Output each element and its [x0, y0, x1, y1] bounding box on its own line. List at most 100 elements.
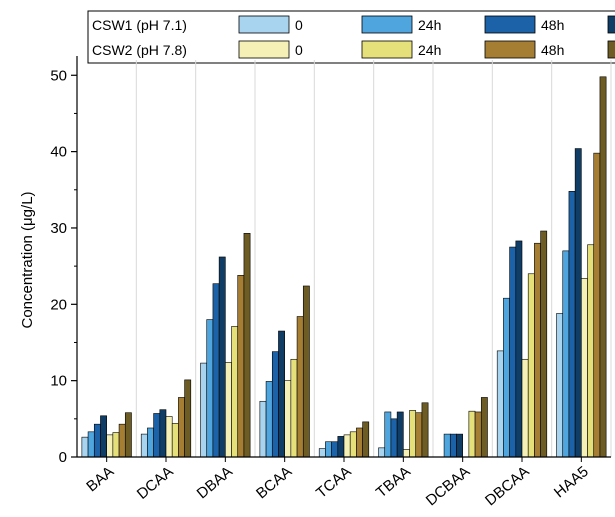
y-tick-label: 40 — [50, 144, 67, 161]
bar — [496, 350, 504, 458]
bar — [171, 423, 179, 458]
bar — [302, 285, 310, 458]
legend-swatch — [361, 40, 413, 59]
bar — [153, 413, 161, 458]
bar — [343, 434, 351, 458]
bar — [81, 436, 89, 458]
bar — [474, 411, 482, 458]
bar — [93, 423, 101, 458]
bar — [443, 433, 451, 458]
bar — [356, 427, 363, 458]
bar — [87, 431, 95, 458]
bar — [421, 402, 429, 458]
x-tick-label: TCAA — [313, 463, 355, 502]
legend-group-label: CSW2 (pH 7.8) — [92, 42, 187, 58]
legend-swatch — [484, 15, 536, 34]
bar — [534, 242, 541, 458]
bar — [480, 397, 488, 458]
legend-swatch — [484, 40, 536, 59]
bar — [106, 434, 114, 458]
y-tick-label: 50 — [50, 67, 67, 84]
bar — [503, 297, 510, 458]
bar — [184, 379, 192, 458]
x-tick-label: DBCAA — [482, 463, 533, 509]
y-tick-label: 10 — [50, 373, 67, 390]
bar — [449, 433, 457, 458]
bar — [587, 244, 595, 458]
bar — [206, 319, 214, 458]
legend-entry-label: 0 — [295, 42, 303, 58]
bar — [574, 148, 582, 458]
bar — [599, 76, 607, 458]
bar — [218, 256, 226, 458]
bar — [200, 362, 208, 458]
y-tick-label: 0 — [59, 449, 67, 466]
bar — [456, 433, 463, 458]
bar — [178, 397, 185, 458]
x-tick-label: DCAA — [134, 463, 177, 503]
bar — [581, 278, 588, 458]
bar — [562, 250, 570, 458]
legend: CSW1 (pH 7.1)024h48h72hCSW2 (pH 7.8)024h… — [87, 10, 615, 64]
bar — [331, 441, 339, 458]
bar — [140, 433, 148, 458]
bar — [284, 380, 292, 458]
legend-entry-label: 48h — [541, 42, 564, 58]
bar — [290, 358, 298, 458]
bar — [231, 326, 239, 458]
bar — [112, 432, 120, 458]
x-tick-label: DCBAA — [423, 463, 474, 509]
bar — [100, 415, 107, 458]
bar — [337, 436, 345, 458]
bar — [318, 448, 326, 458]
bar — [237, 274, 245, 458]
legend-swatch — [361, 15, 413, 34]
bar — [540, 230, 548, 458]
bar — [415, 412, 423, 458]
legend-swatch — [238, 15, 290, 34]
x-tick-label: BAA — [83, 463, 117, 495]
legend-group-label: CSW1 (pH 7.1) — [92, 17, 187, 33]
x-tick-label: HAA5 — [551, 463, 592, 501]
bar — [296, 316, 304, 458]
legend-swatch — [238, 40, 290, 59]
x-tick-label: BCAA — [253, 463, 295, 502]
bar — [349, 431, 357, 458]
bar — [212, 283, 220, 458]
y-tick-label: 30 — [50, 220, 67, 237]
bar — [159, 409, 167, 458]
bar — [527, 273, 535, 458]
bar — [515, 240, 523, 458]
y-tick-label: 20 — [50, 296, 67, 313]
bar — [521, 358, 529, 458]
bar — [165, 416, 173, 458]
bar — [225, 362, 232, 458]
x-tick-label: DBAA — [194, 463, 236, 502]
x-tick-label: TBAA — [373, 463, 414, 501]
legend-swatch — [607, 15, 615, 34]
bar — [509, 246, 517, 458]
bar — [403, 449, 410, 458]
bar — [124, 412, 132, 458]
bar — [378, 447, 386, 458]
bar — [468, 410, 476, 458]
legend-entry-label: 24h — [418, 42, 441, 58]
bars — [81, 76, 607, 458]
y-axis-title: Concentration (μg/L) — [19, 191, 36, 328]
bar — [271, 351, 279, 458]
legend-entry-label: 24h — [418, 17, 441, 33]
bar — [556, 313, 564, 458]
bar — [259, 400, 267, 458]
bar — [390, 418, 398, 458]
bar — [409, 410, 417, 458]
legend-swatch — [607, 40, 615, 59]
bar — [362, 421, 370, 458]
bar — [384, 411, 392, 458]
legend-entry-label: 0 — [295, 17, 303, 33]
bar — [568, 191, 576, 458]
bar — [278, 330, 285, 458]
legend-entry-label: 48h — [541, 17, 564, 33]
bar — [325, 441, 332, 458]
bar — [396, 411, 404, 458]
